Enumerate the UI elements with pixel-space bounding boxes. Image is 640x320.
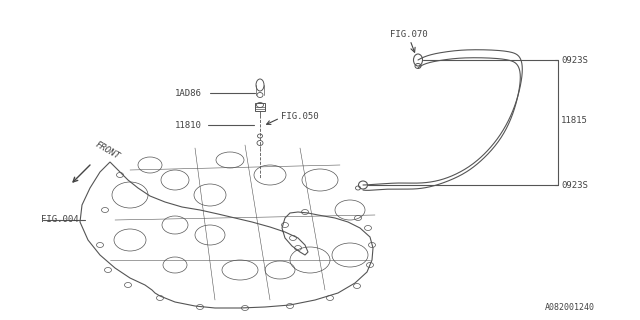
Text: FRONT: FRONT [94, 140, 122, 161]
Text: 11815: 11815 [561, 116, 588, 124]
Bar [255, 103, 265, 111]
Text: 1AD86: 1AD86 [175, 89, 202, 98]
Text: 11810: 11810 [175, 121, 202, 130]
Text: A082001240: A082001240 [545, 303, 595, 312]
Text: FIG.070: FIG.070 [390, 30, 428, 39]
Text: FIG.050: FIG.050 [281, 111, 319, 121]
Text: 0923S: 0923S [561, 180, 588, 189]
Text: 0923S: 0923S [561, 55, 588, 65]
Text: FIG.004: FIG.004 [41, 215, 79, 225]
